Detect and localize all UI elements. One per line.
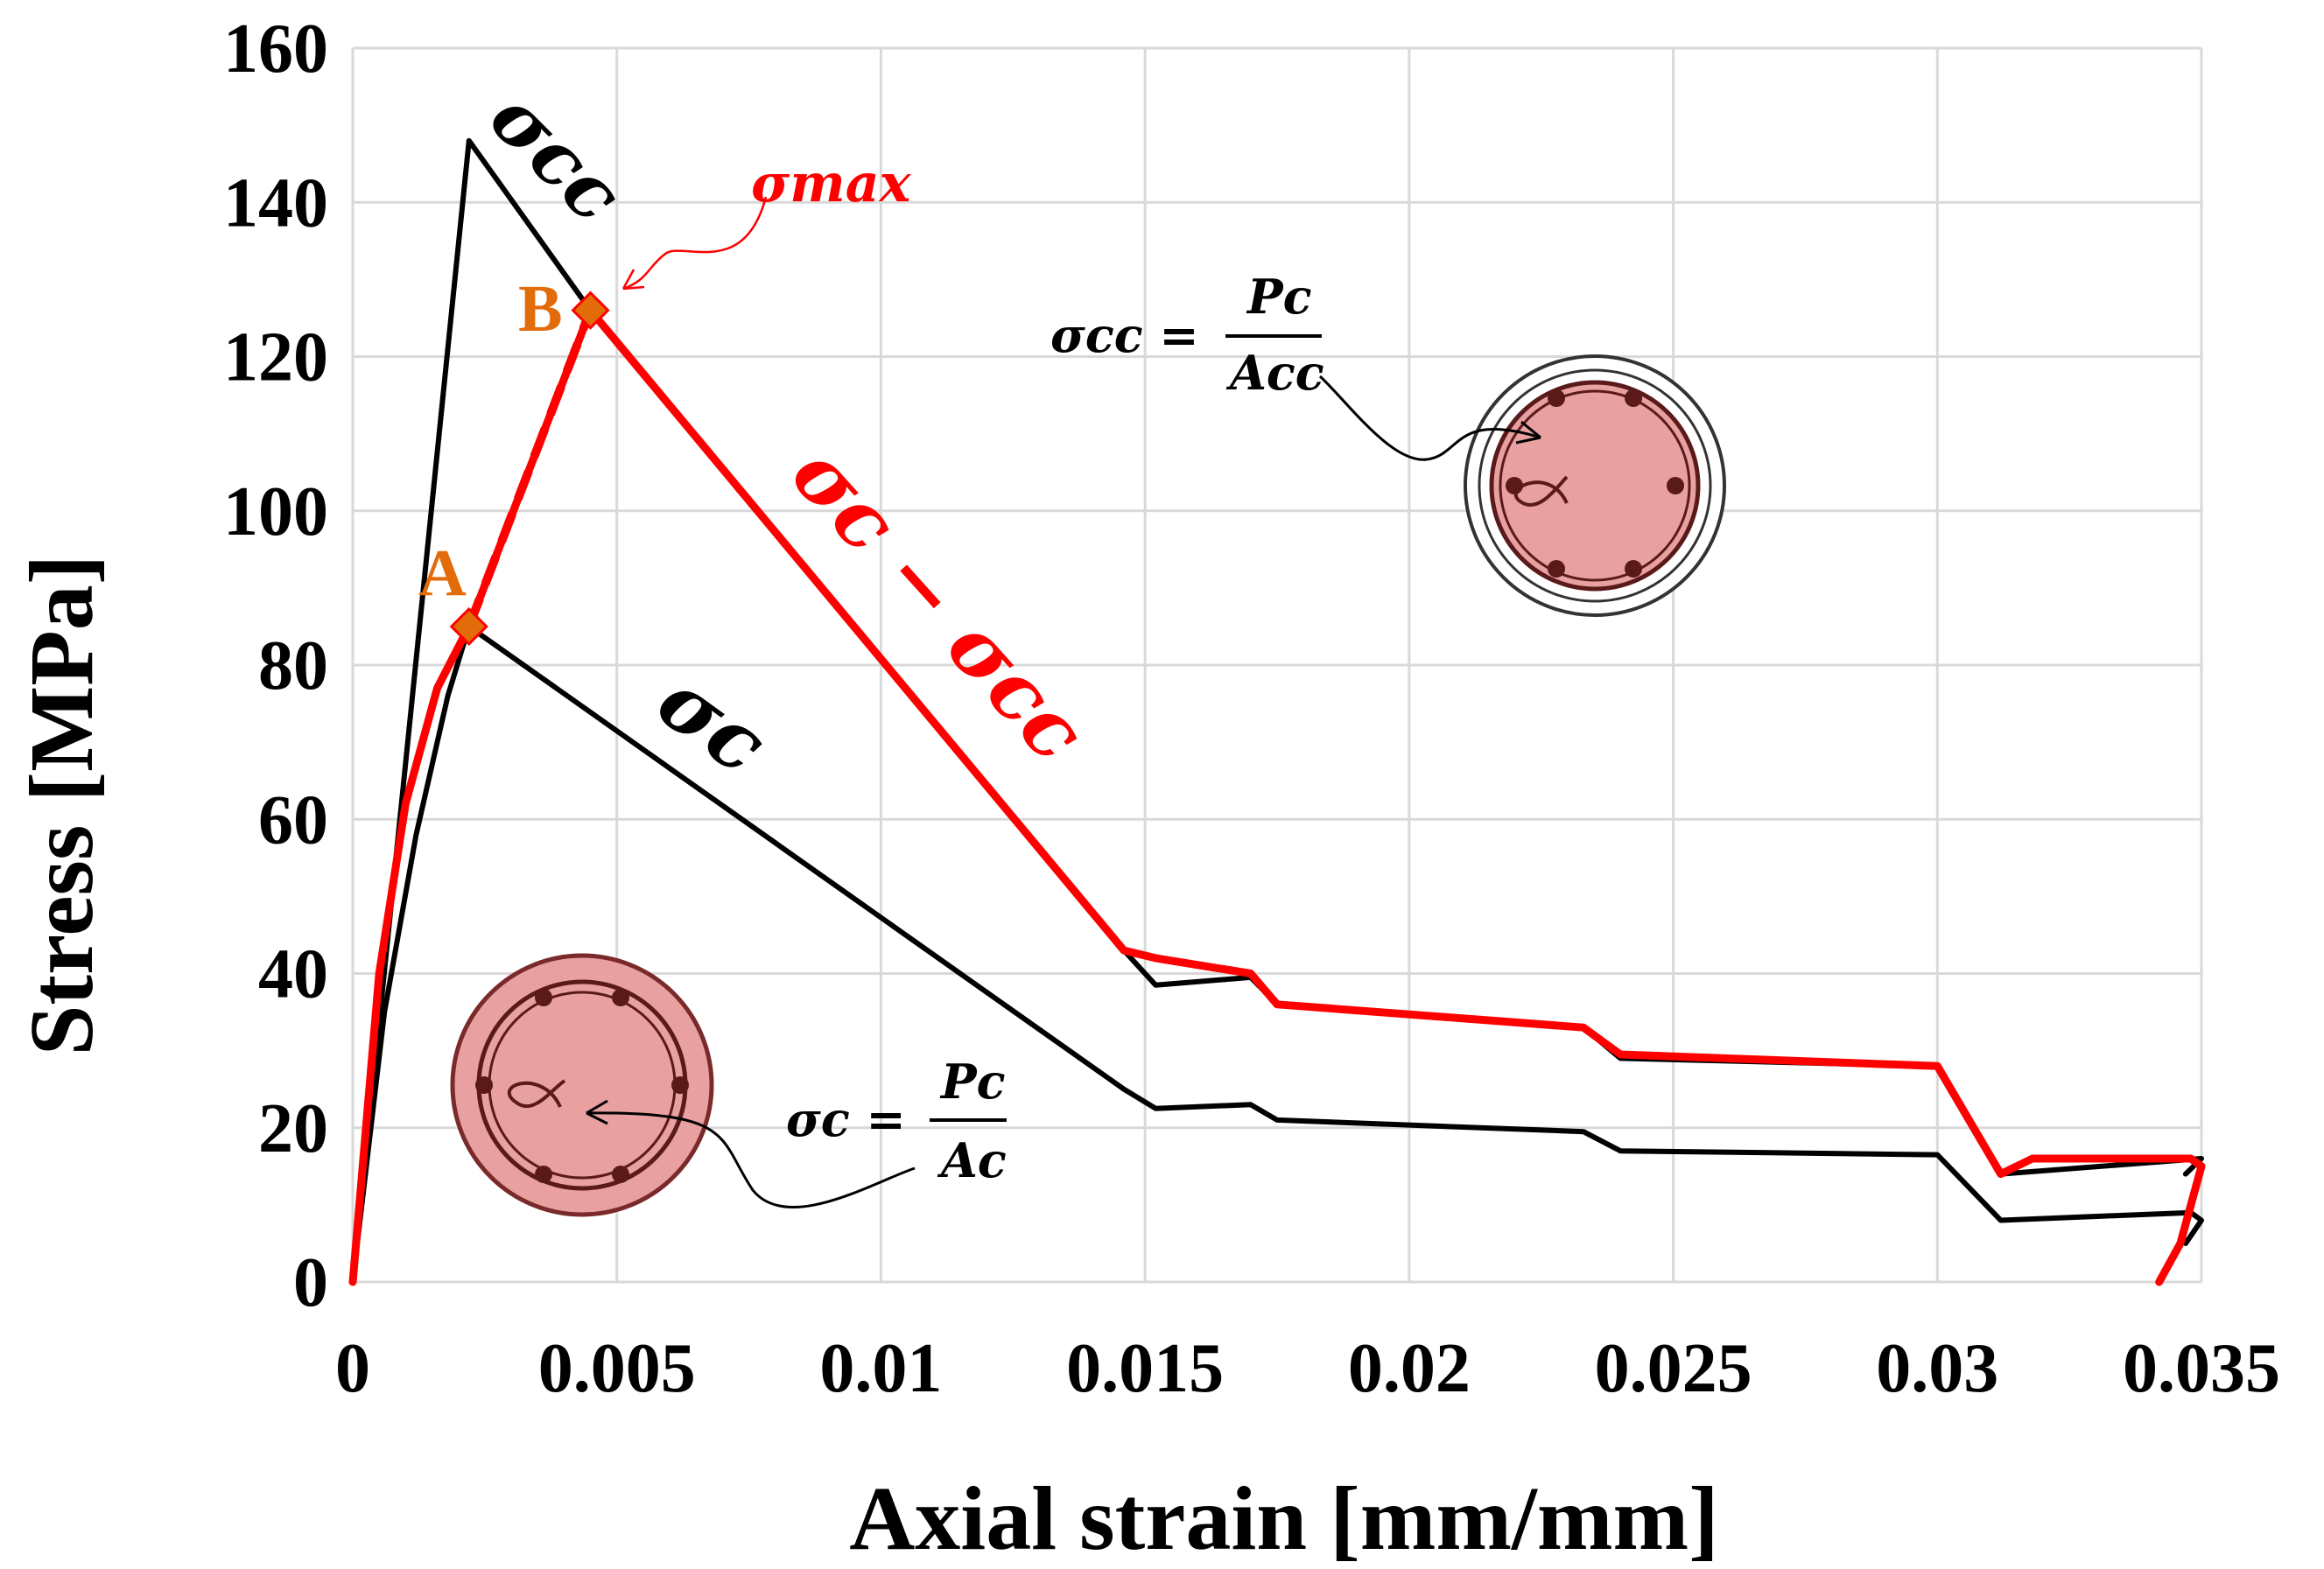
x-tick-label: 0.035 [2123,1330,2280,1407]
grid [351,46,2203,1284]
formula-cc-leader-line [1318,375,1541,461]
y-tick-label: 100 [223,473,328,550]
formula-cc-lhs: σcc = [1050,307,1199,363]
sigma-max-leader-line [622,196,768,291]
formula-cc-numerator: Pc [1246,269,1312,325]
series-line-3 [348,306,2206,1286]
formula-c-numerator: Pc [939,1054,1006,1110]
point-label-b: B [518,272,563,346]
y-tick-label: 140 [223,165,328,242]
sigma-cc-annotation: σcc [473,73,639,239]
formula-c: σc = Pc Ac [786,1054,1007,1188]
y-tick-label: 60 [258,781,328,858]
series-line-2 [350,623,2204,1285]
formula-c-arrowhead [586,1099,608,1125]
x-tick-label: 0.005 [538,1330,696,1407]
formula-cc-arrowhead [1515,420,1541,445]
x-tick-label: 0.03 [1876,1330,1998,1407]
point-marker-a [449,606,488,647]
formula-c-lhs: σc = [786,1091,906,1147]
points-layer [449,291,610,647]
point-marker-b [571,291,610,330]
x-tick-label: 0.025 [1595,1330,1752,1407]
y-tick-label: 20 [258,1090,328,1167]
y-tick-labels: 0 20 40 60 80 100 120 140 160 [223,11,328,1321]
x-tick-label: 0.015 [1066,1330,1224,1407]
y-tick-label: 80 [258,627,328,704]
x-tick-labels: 0 0.005 0.01 0.015 0.02 0.025 0.03 0.035 [335,1330,2280,1407]
formula-c-denominator: Ac [937,1132,1007,1188]
y-tick-label: 120 [223,319,328,396]
confined-core-section-icon [1464,354,1726,617]
formula-cc-denominator: Acc [1225,345,1324,401]
formula-cc: σcc = Pc Acc [1050,269,1324,401]
y-tick-label: 0 [293,1244,328,1321]
formula-c-leader-line [586,1111,916,1208]
x-tick-label: 0.02 [1348,1330,1471,1407]
sigma-max-arrowhead [621,269,645,291]
y-tick-label: 40 [258,936,328,1013]
sigma-max-annotation: σmax [751,153,912,214]
x-tick-label: 0 [335,1330,370,1407]
y-axis-title: Stress [MPa] [11,555,112,1056]
y-tick-label: 160 [223,11,328,88]
x-axis-title: Axial strain [mm/mm] [849,1468,1719,1569]
sigma-c-annotation: σc [641,652,784,792]
x-tick-label: 0.01 [819,1330,942,1407]
point-label-a: A [418,536,467,610]
core-section-icon [450,953,714,1217]
series-line-4 [465,308,595,628]
